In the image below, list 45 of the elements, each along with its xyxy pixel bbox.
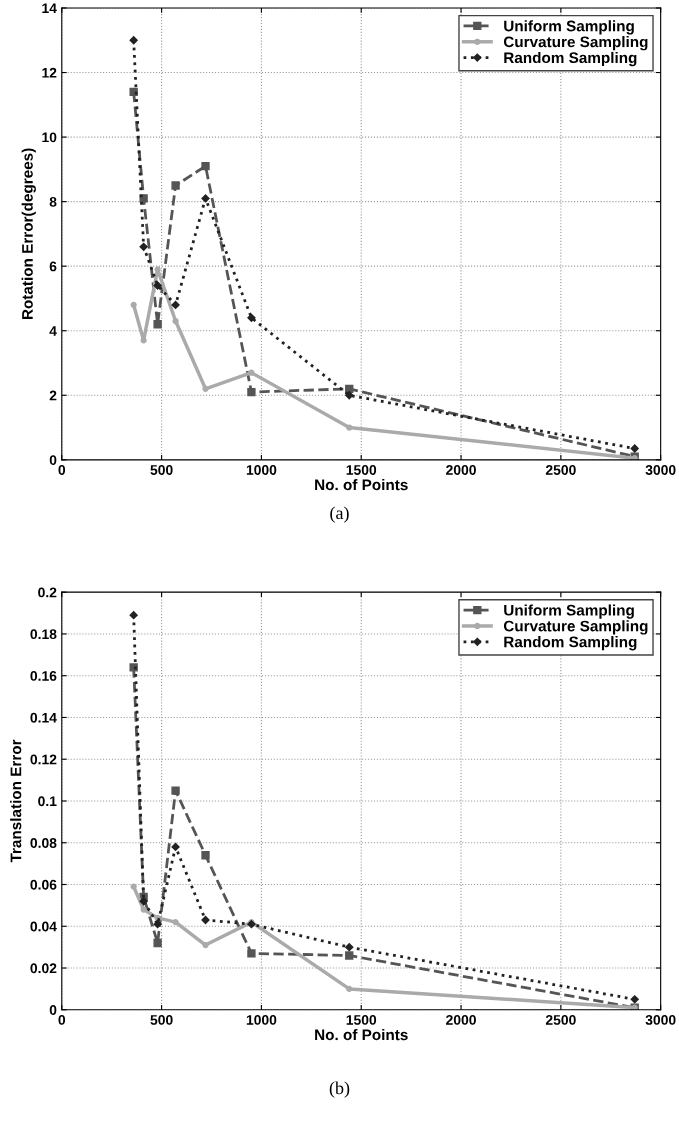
x-tick-label: 1500 bbox=[346, 465, 377, 475]
y-tick-label: 0.18 bbox=[30, 629, 57, 640]
y-axis-title: Rotation Error(degrees) bbox=[21, 148, 36, 320]
legend-label: Random Sampling bbox=[504, 51, 637, 67]
text: (a) bbox=[330, 506, 349, 523]
y-tick-label: 0.08 bbox=[30, 838, 57, 848]
y-tick-label: 6 bbox=[49, 261, 57, 272]
y-tick-label: 10 bbox=[42, 132, 57, 143]
legend-label: Uniform Sampling bbox=[504, 20, 634, 35]
y-tick-label: 0.14 bbox=[30, 712, 57, 723]
x-axis-title: No. of Points bbox=[315, 1028, 408, 1041]
y-tick-label: 4 bbox=[49, 326, 57, 336]
x-tick-label: 3000 bbox=[645, 1015, 676, 1025]
x-axis-title: No. of Points bbox=[315, 479, 408, 491]
y-tick-label: 0.02 bbox=[30, 963, 57, 974]
y-tick-label: 2 bbox=[49, 390, 57, 401]
legend-label: Curvature Sampling bbox=[503, 36, 648, 51]
y-tick-label: 0.06 bbox=[30, 879, 57, 890]
legend-label: Curvature Sampling bbox=[503, 620, 648, 635]
y-tick-label: 0.2 bbox=[38, 587, 57, 598]
y-tick-label: 0.12 bbox=[30, 754, 57, 765]
x-tick-label: 2000 bbox=[446, 465, 476, 475]
x-tick-label: 1000 bbox=[246, 1015, 277, 1025]
legend-label: Random Sampling bbox=[504, 636, 637, 651]
x-tick-label: 2500 bbox=[545, 1015, 576, 1025]
x-tick-label: 2500 bbox=[545, 465, 576, 475]
x-tick-label: 0 bbox=[58, 1015, 66, 1025]
y-tick-label: 12 bbox=[42, 67, 57, 78]
y-tick-label: 14 bbox=[42, 3, 57, 14]
text: (b) bbox=[329, 1081, 350, 1098]
x-tick-label: 3000 bbox=[645, 465, 676, 475]
y-tick-label: 0.04 bbox=[30, 921, 57, 932]
y-tick-label: 0 bbox=[49, 455, 57, 465]
y-tick-label: 8 bbox=[49, 196, 57, 207]
y-tick-label: 0 bbox=[49, 1005, 57, 1015]
x-tick-label: 1500 bbox=[346, 1015, 377, 1025]
x-tick-label: 500 bbox=[150, 1015, 173, 1025]
legend-label: Uniform Sampling bbox=[504, 604, 634, 619]
y-tick-label: 0.1 bbox=[38, 796, 57, 807]
x-tick-label: 1000 bbox=[246, 465, 277, 475]
y-axis-title: Translation Error bbox=[10, 739, 22, 863]
x-tick-label: 500 bbox=[150, 465, 173, 475]
y-tick-label: 0.16 bbox=[30, 671, 57, 681]
x-tick-label: 2000 bbox=[446, 1015, 476, 1025]
x-tick-label: 0 bbox=[58, 465, 66, 475]
